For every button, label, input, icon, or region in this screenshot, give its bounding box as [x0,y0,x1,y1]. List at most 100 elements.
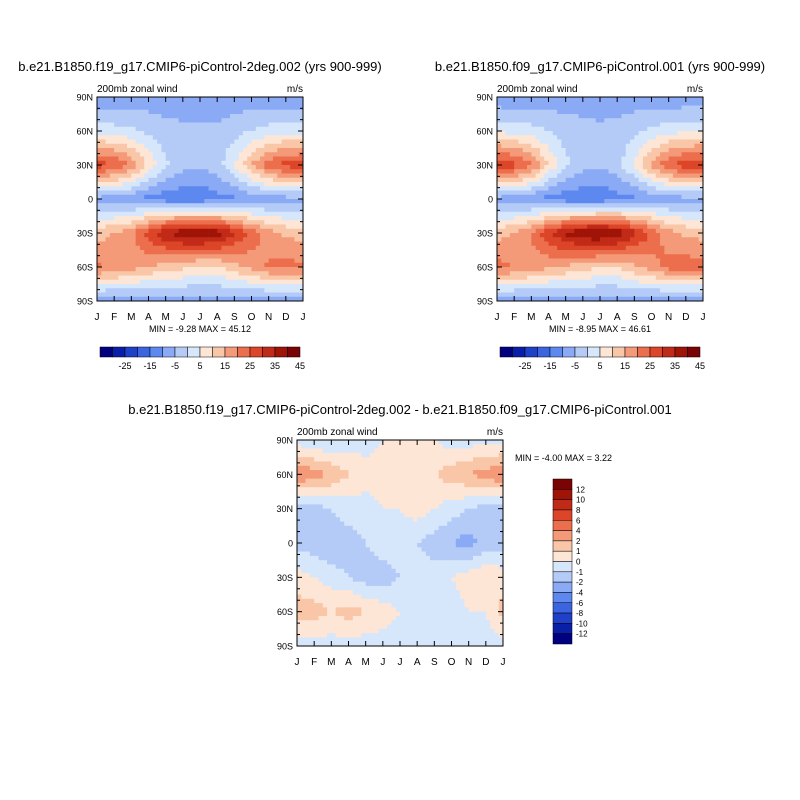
panel-2-heatmap-cell [642,143,648,149]
panel-2-heatmap-cell [591,177,597,183]
panel-1-heatmap-cell [131,279,136,285]
panel-2-heatmap-cell [655,169,661,174]
panel-3-heatmap-cell [468,448,474,454]
panel-2-heatmap-cell [501,131,506,136]
panel-1-heatmap-cell [127,152,132,157]
panel-2-heatmap-cell [621,245,627,251]
panel-1-heatmap-cell [212,177,218,183]
panel-1-heatmap-cell [230,122,235,128]
panel-2-heatmap-cell [698,228,704,234]
panel-2-heatmap-cell [578,241,584,247]
panel-1-heatmap-cell [294,292,300,298]
panel-2-heatmap-cell [630,165,635,170]
panel-2-heatmap-cell [681,169,687,174]
panel-2-heatmap-cell [578,131,584,136]
panel-2-heatmap-cell [668,207,674,213]
panel-2-heatmap-cell [604,97,609,102]
panel-3-heatmap-cell [357,444,362,449]
panel-2-heatmap-cell [582,186,588,191]
panel-2-heatmap-cell [660,173,665,179]
panel-1-heatmap-cell [195,292,201,298]
panel-2-heatmap-cell [690,165,695,170]
panel-2-heatmap-cell [595,148,601,153]
panel-2-heatmap-cell [664,288,670,293]
panel-2-heatmap-cell [664,169,670,174]
panel-1-heatmap-cell [191,237,197,242]
panel-1-heatmap-cell [139,114,145,119]
panel-1-heatmap-cell [208,250,214,255]
panel-2-heatmap-cell [651,143,657,149]
panel-1-heatmap-cell [114,262,119,268]
panel-2-heatmap-cell [668,148,674,153]
panel-1-heatmap-cell [97,152,102,157]
panel-1-heatmap-cell [101,139,106,145]
panel-1-heatmap-cell [191,186,197,191]
panel-1-heatmap-cell [139,267,145,272]
panel-1-heatmap-cell [285,271,291,276]
panel-2-heatmap-cell [505,97,511,102]
panel-2-heatmap-cell [642,135,648,140]
panel-2-heatmap-cell [694,237,700,242]
panel-1-heatmap-cell [139,182,145,187]
panel-2-heatmap-cell [535,292,541,298]
panel-1-heatmap-cell [264,275,270,281]
panel-1-heatmap-cell [97,186,102,191]
panel-1-heatmap-cell [139,233,145,238]
panel-1-heatmap-cell [230,173,235,179]
panel-1-heatmap-cell [169,156,175,162]
panel-1-heatmap-cell [204,199,209,204]
panel-2-heatmap-cell [535,165,541,170]
panel-2-heatmap-cell [681,135,687,140]
panel-1-heatmap-cell [139,216,145,221]
panel-1-heatmap-cell [204,288,209,293]
panel-1-heatmap-cell [127,296,132,302]
panel-1-heatmap-cell [272,250,278,255]
panel-1-heatmap-cell [251,101,257,106]
panel-1-heatmap-cell [238,186,244,191]
panel-1-heatmap-cell [122,118,128,123]
panel-3-heatmap-cell [352,440,358,445]
panel-2-heatmap-cell [574,296,579,302]
panel-2-heatmap-cell [655,160,661,166]
panel-2-heatmap-cell [518,275,524,281]
panel-1-heatmap-cell [212,160,218,166]
panel-2-heatmap-cell [497,182,502,187]
panel-3-heatmap-cell [374,444,379,449]
panel-2-heatmap-cell [698,143,704,149]
panel-2-heatmap-cell [642,105,648,111]
panel-2-heatmap-cell [539,182,545,187]
panel-1-heatmap-cell [208,254,214,259]
panel-2-heatmap-cell [664,241,670,247]
panel-1-heatmap-cell [105,186,111,191]
panel-1-heatmap-cell [212,233,218,238]
panel-1-heatmap-cell [221,207,227,213]
panel-2-heatmap-cell [514,160,519,166]
panel-1-heatmap-cell [212,237,218,242]
panel-1-heatmap-cell [217,190,222,196]
panel-1-heatmap-cell [208,97,214,102]
panel-2-heatmap-cell [514,165,519,170]
panel-1-heatmap-cell [161,139,167,145]
panel-1-heatmap-cell [255,139,261,145]
panel-2-heatmap-cell [651,126,657,132]
panel-1-heatmap-cell [238,143,244,149]
panel-1-heatmap-cell [285,169,291,174]
panel-2-heatmap-cell [634,275,639,281]
panel-3-heatmap-cell [382,440,388,445]
panel-2-heatmap-cell [544,199,549,204]
panel-2-heatmap-cell [672,258,678,264]
panel-2-heatmap-cell [647,109,652,115]
panel-1-heatmap-cell [264,216,270,221]
panel-1-x-tick-label: D [282,312,289,323]
panel-1-heatmap-cell [152,275,158,281]
panel-2-heatmap-cell [600,258,605,264]
panel-1-heatmap-cell [217,267,222,272]
panel-1-heatmap-cell [101,292,106,298]
panel-1-heatmap-cell [217,131,222,136]
panel-2-heatmap-cell [698,216,704,221]
panel-2-heatmap-cell [634,211,639,217]
panel-2-heatmap-cell [668,262,674,268]
panel-2-heatmap-cell [501,224,506,230]
panel-2-heatmap-cell [531,207,536,213]
panel-2-heatmap-cell [621,152,627,157]
